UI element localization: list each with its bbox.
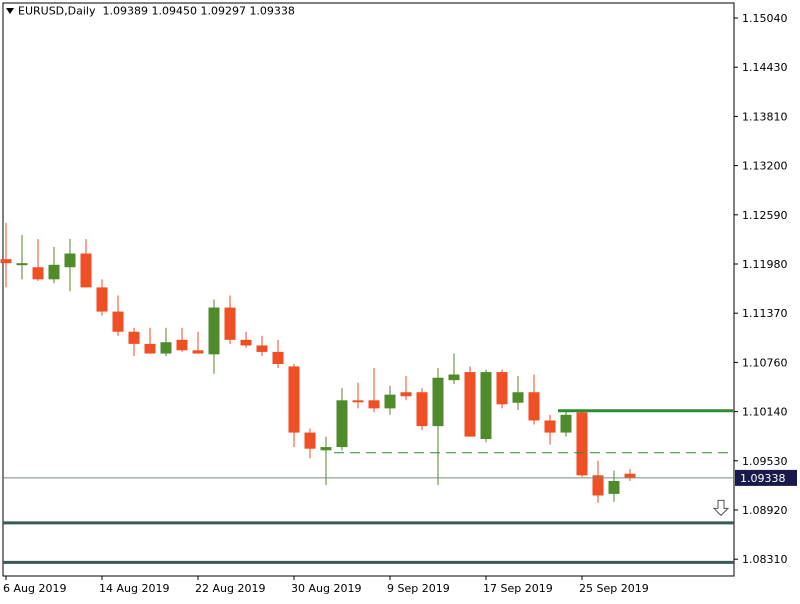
candle-bear [288,366,300,433]
candle-bear [368,400,380,409]
candle-bull [64,253,76,268]
candle-bear [32,267,44,280]
candle-bear [0,259,12,264]
y-tick-label: 1.14430 [742,61,788,74]
x-tick-label: 30 Aug 2019 [291,582,361,595]
candle-bear [80,253,92,288]
candle-bear [352,400,364,403]
x-tick-label: 22 Aug 2019 [195,582,265,595]
candle-bear [224,307,236,340]
y-tick-label: 1.13810 [742,110,788,123]
candle-bear [256,345,268,352]
candle-bear [96,287,108,312]
candle-bear [416,392,428,427]
plot-frame [2,2,735,577]
candle-bull [48,264,60,280]
candle-bull [448,374,460,381]
current-price-label: 1.09338 [740,472,786,485]
candle-bear [272,351,284,365]
candle-bear [592,475,604,496]
x-tick-label: 6 Aug 2019 [3,582,66,595]
candle-bear [112,311,124,332]
candle-bear [624,473,636,478]
x-tick-label: 14 Aug 2019 [99,582,169,595]
candle-bull [432,377,444,427]
chart-header: EURUSD,Daily 1.09389 1.09450 1.09297 1.0… [6,4,295,18]
candle-bear [128,331,140,344]
ohlc-values: 1.09389 1.09450 1.09297 1.09338 [102,4,295,18]
x-tick-label: 25 Sep 2019 [579,582,649,595]
down-arrow-icon [712,499,730,517]
candle-bear [240,339,252,346]
candle-bull [560,414,572,433]
candle-bear [576,412,588,476]
y-tick-label: 1.13200 [742,160,788,173]
candle-bear [544,420,556,433]
candle-bear [496,372,508,405]
candle-bear [528,392,540,421]
candle-bear [464,372,476,437]
candle-bull [512,392,524,403]
symbol-label: EURUSD,Daily [18,4,96,18]
candle-bear [192,350,204,354]
current-price-tag [735,469,797,486]
x-tick-label: 9 Sep 2019 [387,582,450,595]
candle-bull [480,372,492,440]
y-tick-label: 1.10140 [742,406,788,419]
y-tick-label: 1.10760 [742,356,788,369]
candle-bull [336,400,348,448]
y-tick-label: 1.08310 [742,553,788,566]
candle-bull [16,263,28,266]
y-tick-label: 1.08920 [742,504,788,517]
y-tick-label: 1.11980 [742,258,788,271]
candle-bear [304,432,316,449]
y-tick-label: 1.12590 [742,209,788,222]
candle-bull [320,447,332,451]
candle-bull [384,394,396,409]
collapse-triangle-icon[interactable] [6,8,14,14]
candle-bear [176,339,188,351]
candle-bear [400,392,412,397]
y-tick-label: 1.15040 [742,12,788,25]
candle-bear [144,343,156,354]
candle-bull [160,342,172,354]
y-tick-label: 1.09530 [742,455,788,468]
y-tick-label: 1.11370 [742,307,788,320]
candle-bull [608,480,620,494]
candle-bull [208,307,220,355]
x-tick-label: 17 Sep 2019 [483,582,553,595]
